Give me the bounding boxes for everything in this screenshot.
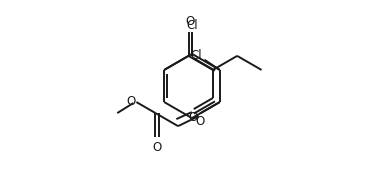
Text: O: O [189,111,198,124]
Text: O: O [186,15,195,28]
Text: O: O [152,141,162,154]
Text: O: O [195,115,204,128]
Text: Cl: Cl [190,49,202,62]
Text: O: O [126,95,135,108]
Text: Cl: Cl [186,19,198,32]
